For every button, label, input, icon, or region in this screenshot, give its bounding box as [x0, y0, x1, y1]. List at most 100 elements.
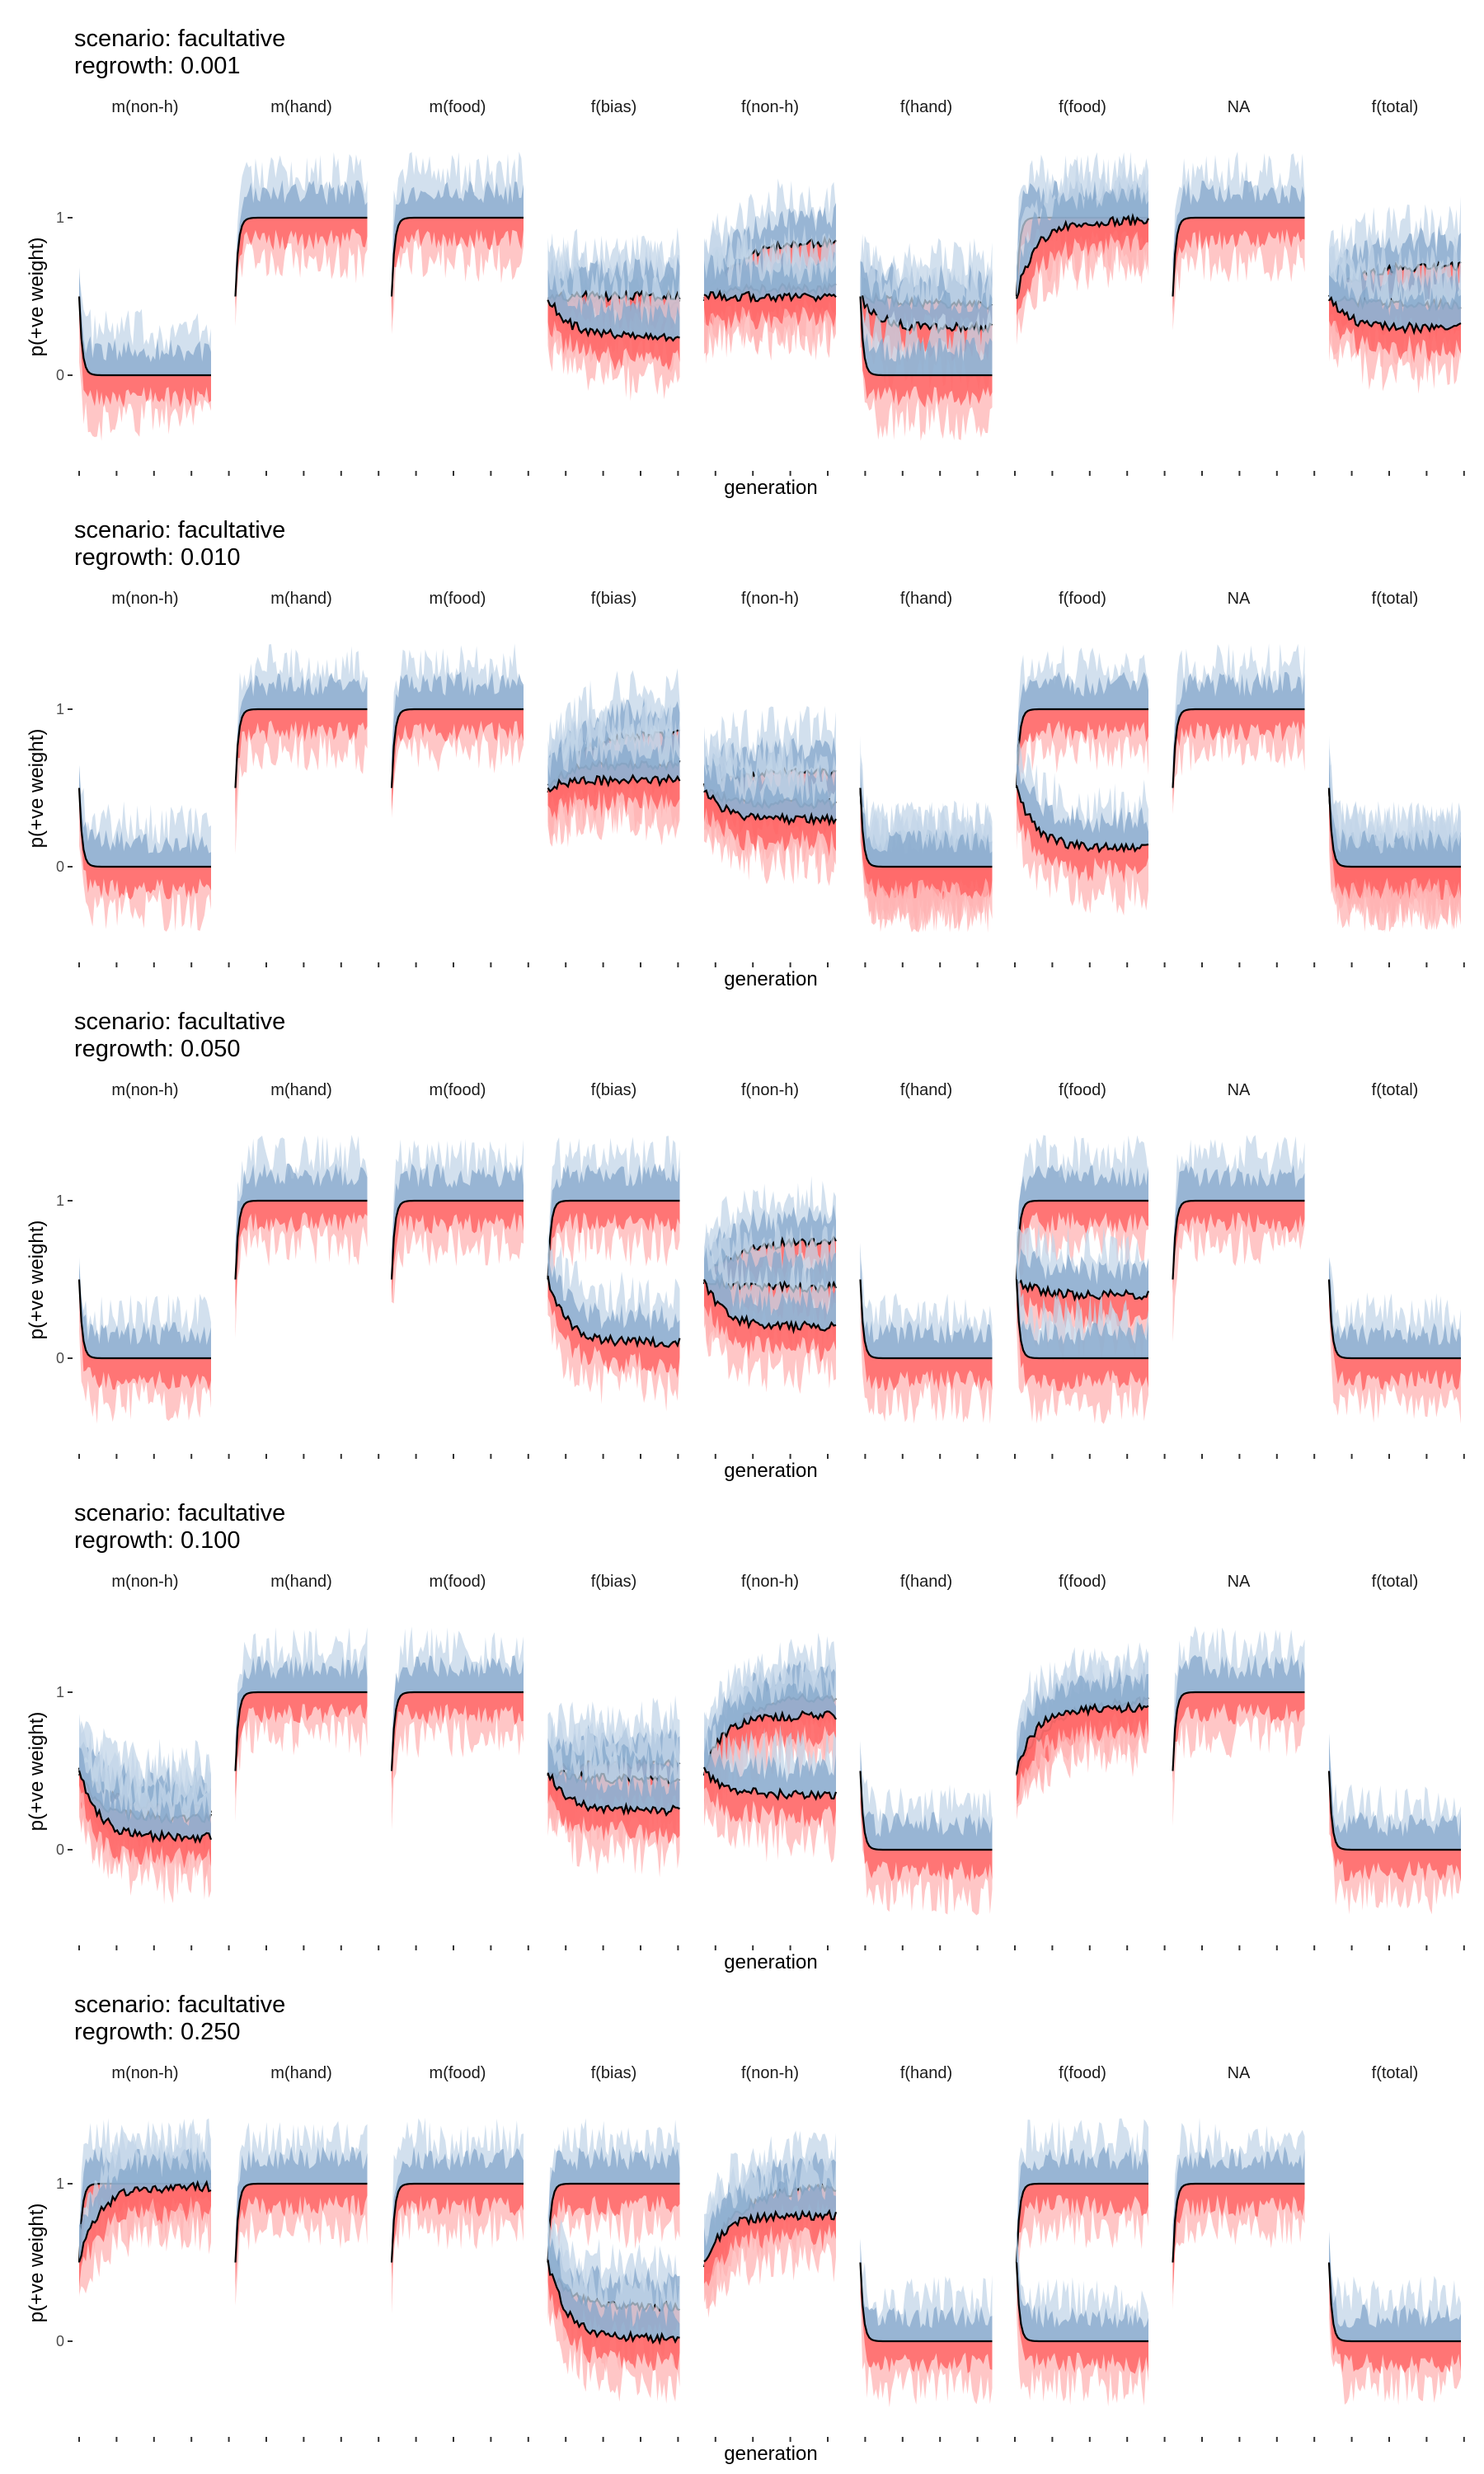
- panel-3: scenario: facultative regrowth: 0.100 p(+v…: [26, 1500, 1465, 1973]
- facet-label: m(non-h): [111, 98, 178, 116]
- facet-1-0: m(non-h): [77, 590, 211, 932]
- series-line: [234, 216, 368, 297]
- facet-label: m(non-h): [111, 2064, 178, 2082]
- band-negative: [860, 296, 993, 441]
- band-negative: [1017, 1201, 1148, 1304]
- band-negative: [1172, 2184, 1305, 2310]
- facet-label: f(non-h): [741, 1081, 799, 1099]
- facet-4-0: m(non-h): [77, 2064, 212, 2298]
- band-negative: [860, 2262, 993, 2374]
- band-positive: [704, 1738, 836, 1799]
- band-positive: [79, 765, 211, 867]
- y-axis-title: p(+ve weight): [26, 1712, 48, 1832]
- series-line: [547, 774, 681, 793]
- band-negative: [1017, 709, 1148, 815]
- facet-label: m(non-h): [111, 1081, 178, 1099]
- series-line: [1172, 1199, 1305, 1280]
- band-positive: [1017, 2232, 1148, 2341]
- band-positive: [1172, 672, 1305, 788]
- facet-1-5: f(hand): [859, 590, 993, 934]
- facet-3-4: f(non-h): [702, 1573, 838, 1863]
- band-negative: [860, 1279, 993, 1391]
- band-positive: [704, 1247, 836, 1331]
- band-positive: [79, 2118, 211, 2263]
- facet-label: f(hand): [900, 590, 952, 608]
- band-positive: [1329, 225, 1461, 302]
- series-line: [859, 2262, 993, 2343]
- chart-title: scenario: facultative regrowth: 0.010: [74, 517, 285, 571]
- band-positive: [860, 1242, 993, 1358]
- y-tick-label: 0: [56, 858, 64, 875]
- series-line: [702, 1766, 838, 1801]
- band-negative: [1017, 785, 1148, 883]
- facet-3-5: f(hand): [859, 1573, 993, 1916]
- band-negative: [235, 1201, 368, 1310]
- band-negative: [860, 1771, 993, 1883]
- band-negative: [235, 2184, 368, 2289]
- band-positive: [1329, 1733, 1461, 1850]
- chart-title-line: regrowth: 0.250: [74, 2019, 241, 2045]
- band-positive: [79, 764, 211, 867]
- facet-label: f(total): [1372, 1573, 1419, 1591]
- band-positive: [392, 1138, 524, 1280]
- facet-2-5: f(hand): [859, 1081, 993, 1424]
- band-negative: [547, 775, 680, 821]
- band-negative: [1329, 1771, 1461, 1884]
- band-negative: [1017, 1201, 1148, 1334]
- band-positive: [704, 203, 836, 302]
- chart-title-line: scenario: facultative: [74, 1500, 285, 1526]
- band-negative: [1172, 709, 1305, 805]
- band-negative: [547, 1276, 680, 1378]
- band-negative: [1329, 2262, 1461, 2374]
- facet-3-6: f(food): [1015, 1573, 1149, 1820]
- series-line: [547, 2182, 680, 2263]
- x-axis-title: generation: [724, 2443, 817, 2465]
- series-line: [1015, 2262, 1148, 2343]
- facet-4-5: f(hand): [859, 2064, 993, 2407]
- series-line: [234, 1691, 368, 1771]
- y-axis-title: p(+ve weight): [26, 729, 48, 849]
- series-line: [77, 296, 211, 377]
- series-line: [1328, 295, 1462, 336]
- band-positive: [1172, 1625, 1305, 1771]
- facet-4-6: f(food): [1015, 2064, 1148, 2407]
- facet-1-8: f(total): [1327, 590, 1461, 934]
- series-line: [703, 789, 837, 827]
- band-positive: [1172, 180, 1305, 297]
- facet-label: m(hand): [270, 1081, 331, 1099]
- band-negative: [235, 709, 368, 821]
- panel-2: scenario: facultative regrowth: 0.050 p(+v…: [26, 1009, 1465, 1482]
- chart-title-line: scenario: facultative: [74, 517, 285, 543]
- band-positive: [235, 180, 368, 297]
- facet-label: f(non-h): [741, 590, 799, 608]
- band-negative: [860, 2262, 993, 2407]
- band-negative: [547, 2260, 680, 2404]
- band-negative: [1017, 2184, 1148, 2283]
- facet-label: f(hand): [900, 98, 952, 116]
- facet-label: m(hand): [270, 590, 331, 608]
- series-line: [859, 296, 993, 377]
- series-line: [1015, 1279, 1148, 1360]
- chart-title-line: scenario: facultative: [74, 1009, 285, 1035]
- band-negative: [1329, 788, 1461, 901]
- facet-label: f(hand): [900, 2064, 952, 2082]
- chart-title-line: scenario: facultative: [74, 1992, 285, 2018]
- facet-3-8: f(total): [1327, 1573, 1461, 1915]
- band-negative: [79, 2182, 211, 2287]
- band-positive: [860, 760, 993, 867]
- series-line: [859, 788, 993, 868]
- facet-label: f(non-h): [741, 98, 799, 116]
- facet-label: f(total): [1372, 2064, 1419, 2082]
- band-negative: [704, 1767, 836, 1829]
- y-tick-label: 1: [56, 701, 64, 717]
- band-positive: [547, 1251, 680, 1348]
- series-line: [1015, 1199, 1148, 1280]
- facet-label: f(total): [1372, 590, 1419, 608]
- facet-3-7: NA: [1172, 1573, 1305, 1827]
- series-line: [1015, 1700, 1149, 1775]
- band-positive: [79, 1263, 211, 1358]
- band-negative: [704, 292, 836, 332]
- facet-0-7: NA: [1172, 98, 1305, 331]
- facet-3-3: f(bias): [547, 1573, 681, 1878]
